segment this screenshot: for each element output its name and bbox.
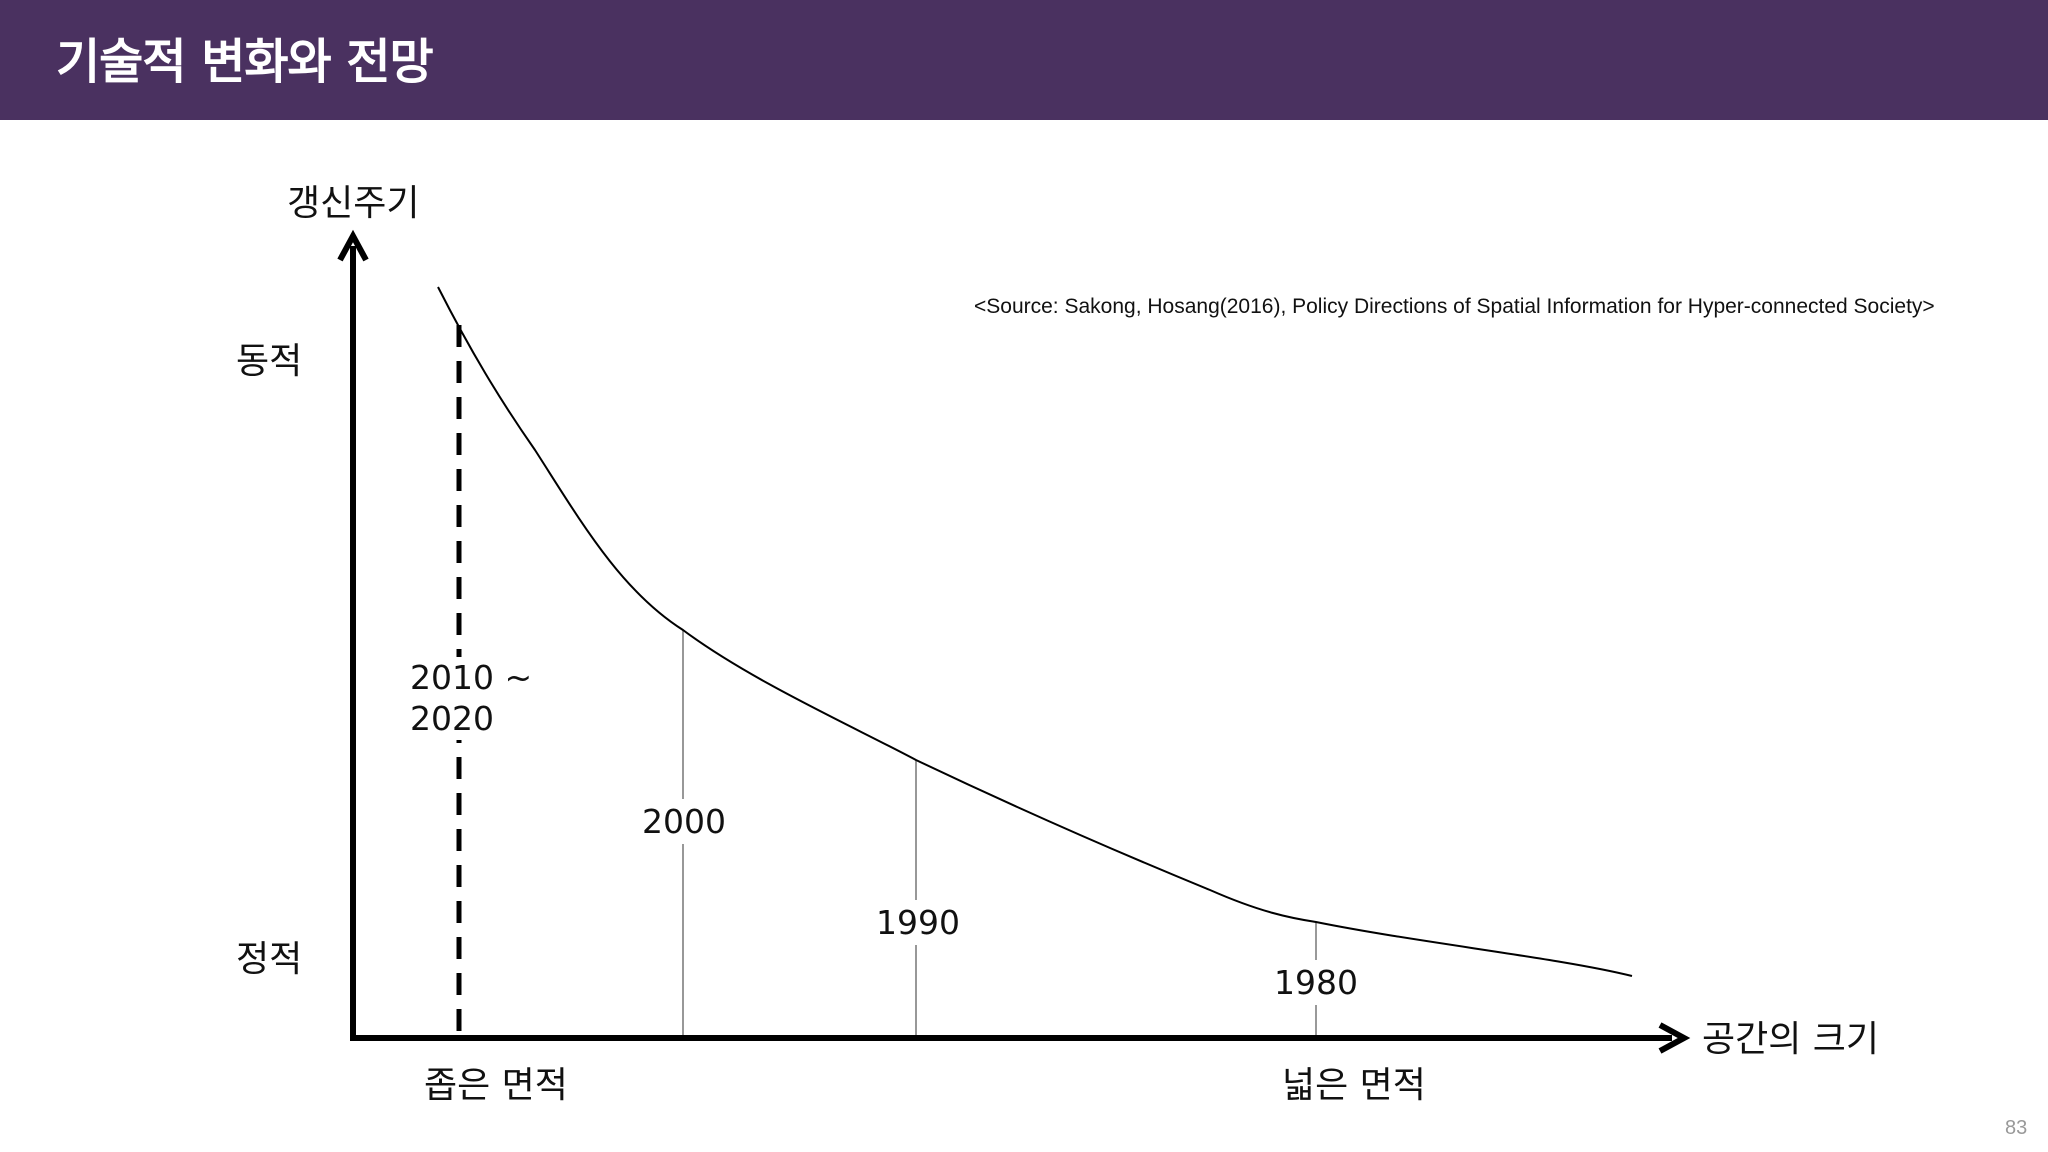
y-high-label: 동적 [236,341,303,382]
x-axis-arrowhead [1658,1022,1691,1054]
y-low-label: 정적 [236,939,303,980]
page-title: 기술적 변화와 전망 [56,34,434,90]
page-number: 83 [2005,1117,2028,1139]
era-label-1990: 1990 [872,900,964,946]
title-bar: 기술적 변화와 전망 [0,0,2048,120]
x-high-label: 넓은 면적 [1282,1065,1426,1106]
x-axis-title: 공간의 크기 [1702,1019,1880,1060]
y-axis-arrowhead [337,229,369,262]
trend-curve [437,286,1633,977]
y-axis-title: 갱신주기 [287,183,420,224]
era-label-line1: 2010 ~ [410,658,533,697]
era-label-2000: 2000 [638,799,730,845]
source-citation: <Source: Sakong, Hosang(2016), Policy Di… [974,295,1935,318]
era-label-2010-2020: 2010 ~ 2020 [410,657,533,740]
era-label-1980: 1980 [1270,960,1362,1006]
era-label-line2: 2020 [410,699,494,739]
x-low-label: 좁은 면적 [424,1065,568,1106]
